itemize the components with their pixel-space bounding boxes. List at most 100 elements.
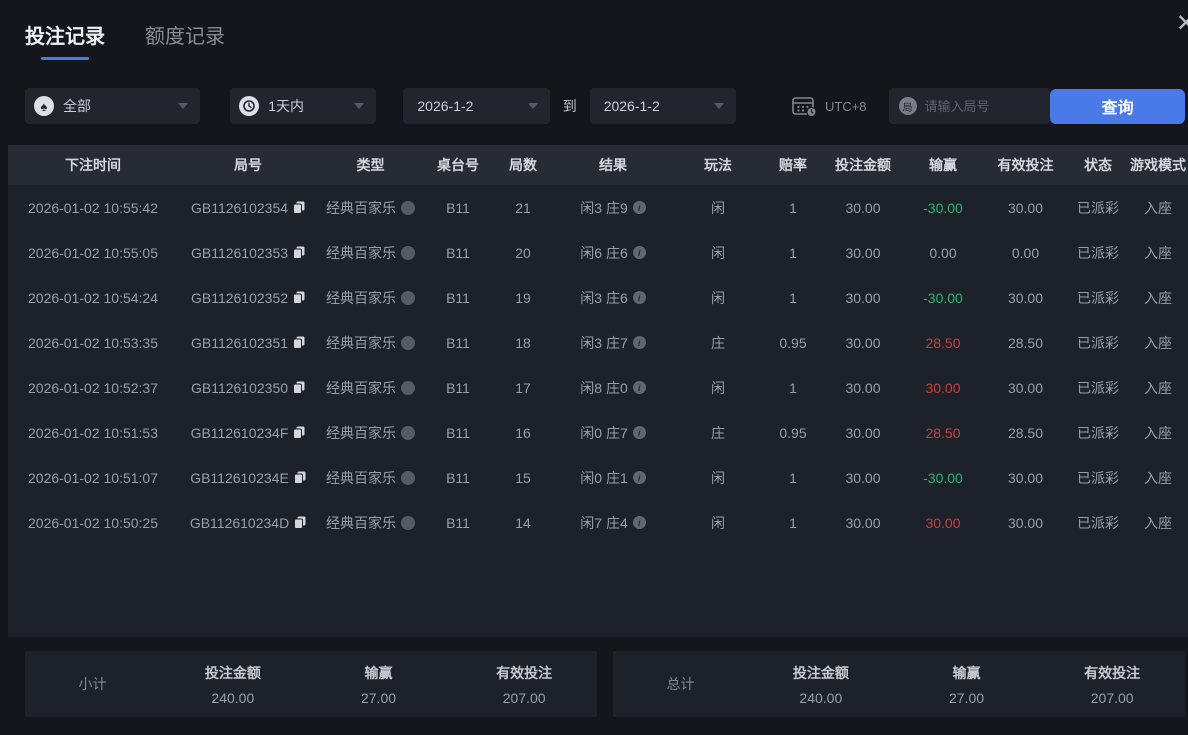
total-bet-amount: 投注金额 240.00 <box>748 663 894 706</box>
info-icon[interactable]: i <box>632 471 646 484</box>
subtotal-label: 小计 <box>78 676 107 692</box>
time-range-dropdown[interactable]: 1天内 <box>230 88 377 124</box>
total-win-loss: 输赢 27.00 <box>894 663 1040 706</box>
round-id-cell: GB1126102350 <box>178 380 318 396</box>
game-type-dropdown[interactable]: ♠ 全部 <box>25 88 201 124</box>
video-replay-icon[interactable] <box>401 335 415 350</box>
game-mode-cell: 入座 <box>1144 199 1172 216</box>
round-no-cell: 18 <box>515 334 531 351</box>
copy-icon[interactable] <box>293 426 305 439</box>
result-text: 闲7 庄4 <box>580 514 628 531</box>
date-from-picker[interactable]: 2026-1-2 <box>403 88 550 124</box>
info-icon[interactable]: i <box>632 291 646 304</box>
subtotal-valid-bet-label: 有效投注 <box>496 664 553 681</box>
bet-amount-cell: 30.00 <box>845 514 881 531</box>
video-replay-icon[interactable] <box>401 200 415 215</box>
game-type-cell: 经典百家乐 <box>318 288 423 308</box>
subtotal-valid-bet-value: 207.00 <box>502 689 546 706</box>
video-replay-icon[interactable] <box>401 470 415 485</box>
total-bet-amount-value: 240.00 <box>799 689 843 706</box>
table-id-cell: B11 <box>446 424 470 441</box>
win-loss-cell: 0.00 <box>929 244 957 261</box>
bet-time-cell: 2026-01-02 10:54:24 <box>28 289 158 306</box>
valid-bet-cell: 30.00 <box>1007 289 1044 306</box>
date-to-value: 2026-1-2 <box>603 98 660 114</box>
game-type-cell: 经典百家乐 <box>318 198 423 218</box>
result-cell: 闲3 庄7 i <box>553 333 673 353</box>
game-type-text: 经典百家乐 <box>326 244 396 261</box>
result-cell: 闲8 庄0 i <box>553 378 673 398</box>
round-id-text: GB1126102352 <box>190 289 289 306</box>
col-header-bet-time: 下注时间 <box>65 157 121 173</box>
info-icon[interactable]: i <box>632 426 646 439</box>
game-type-text: 经典百家乐 <box>326 199 396 216</box>
valid-bet-cell: 28.50 <box>1007 334 1044 351</box>
chevron-down-icon <box>713 103 724 109</box>
result-cell: 闲3 庄6 i <box>553 288 673 308</box>
round-badge-icon: 局 <box>898 97 917 115</box>
tab-bar: 投注记录 额度记录 <box>0 0 1188 60</box>
table-row: 2026-01-02 10:51:53 GB112610234F 经典百家乐 B… <box>8 410 1188 455</box>
game-type-value: 全部 <box>63 98 91 114</box>
win-loss-cell: 30.00 <box>925 514 961 531</box>
copy-icon[interactable] <box>294 516 306 529</box>
copy-icon[interactable] <box>293 336 305 349</box>
copy-icon[interactable] <box>293 246 305 259</box>
video-replay-icon[interactable] <box>401 380 415 395</box>
video-replay-icon[interactable] <box>401 245 415 260</box>
timezone-label: UTC+8 <box>824 98 867 114</box>
timezone-indicator: UTC+8 <box>792 95 867 117</box>
table-header-row: 下注时间 局号 类型 桌台号 局数 结果 玩法 赔率 投注金额 输赢 有效投注 … <box>8 145 1188 185</box>
video-replay-icon[interactable] <box>401 290 415 305</box>
result-cell: 闲0 庄1 i <box>553 468 673 488</box>
info-icon[interactable]: i <box>632 336 646 349</box>
date-to-picker[interactable]: 2026-1-2 <box>589 88 736 124</box>
copy-icon[interactable] <box>293 291 305 304</box>
tab-quota-records[interactable]: 额度记录 <box>145 26 225 48</box>
result-text: 闲3 庄7 <box>580 334 628 351</box>
table-id-cell: B11 <box>446 379 470 396</box>
game-type-text: 经典百家乐 <box>326 424 396 441</box>
info-icon[interactable]: i <box>632 246 646 259</box>
game-type-cell: 经典百家乐 <box>318 468 423 488</box>
date-from-value: 2026-1-2 <box>417 98 474 114</box>
game-type-cell: 经典百家乐 <box>318 243 423 263</box>
table-id-cell: B11 <box>446 469 470 486</box>
info-icon[interactable]: i <box>632 201 646 214</box>
video-replay-icon[interactable] <box>401 425 415 440</box>
total-win-loss-label: 输赢 <box>952 664 981 681</box>
valid-bet-cell: 30.00 <box>1007 199 1044 216</box>
subtotal-valid-bet: 有效投注 207.00 <box>451 663 597 706</box>
chevron-down-icon <box>354 103 365 109</box>
game-mode-cell: 入座 <box>1144 334 1172 351</box>
copy-icon[interactable] <box>293 471 306 484</box>
bet-time-cell: 2026-01-02 10:53:35 <box>28 334 158 351</box>
round-id-text: GB112610234E <box>190 469 289 486</box>
table-row: 2026-01-02 10:54:24 GB1126102352 经典百家乐 B… <box>8 275 1188 320</box>
win-loss-cell: -30.00 <box>923 199 963 216</box>
bet-time-cell: 2026-01-02 10:55:42 <box>28 199 158 216</box>
play-cell: 闲 <box>711 379 725 396</box>
status-cell: 已派彩 <box>1077 469 1119 486</box>
game-type-text: 经典百家乐 <box>326 379 396 396</box>
tab-bet-records[interactable]: 投注记录 <box>25 20 105 60</box>
spade-icon: ♠ <box>34 96 54 116</box>
subtotal-bet-amount: 投注金额 240.00 <box>160 663 306 706</box>
video-replay-icon[interactable] <box>401 515 415 530</box>
bet-time-cell: 2026-01-02 10:51:53 <box>28 424 158 441</box>
search-button[interactable]: 查询 <box>1050 88 1186 124</box>
round-no-cell: 20 <box>515 244 531 261</box>
round-id-cell: GB1126102351 <box>178 335 318 351</box>
copy-icon[interactable] <box>293 381 305 394</box>
round-id-cell: GB112610234D <box>178 515 318 531</box>
round-id-cell: GB1126102354 <box>178 200 318 216</box>
info-icon[interactable]: i <box>632 516 646 529</box>
close-icon[interactable]: ✕ <box>1176 12 1188 36</box>
bet-time-cell: 2026-01-02 10:52:37 <box>28 379 158 396</box>
copy-icon[interactable] <box>293 201 305 214</box>
game-type-text: 经典百家乐 <box>326 514 396 531</box>
round-search-input[interactable] <box>924 98 1041 114</box>
game-mode-cell: 入座 <box>1144 289 1172 306</box>
info-icon[interactable]: i <box>632 381 646 394</box>
chevron-down-icon <box>527 103 538 109</box>
